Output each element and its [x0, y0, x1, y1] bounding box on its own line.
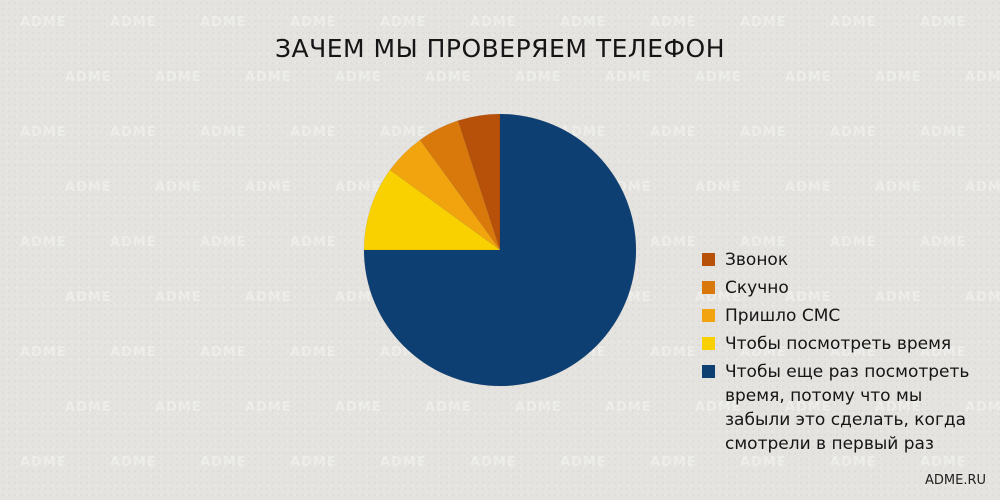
site-credit: ADME.RU — [924, 473, 986, 488]
pie-slice — [389, 139, 501, 251]
legend-swatch — [702, 281, 715, 294]
pie-slice — [457, 113, 501, 251]
legend-item-skuchno: Скучно — [702, 276, 992, 300]
legend-item-time: Чтобы посмотреть время — [702, 332, 992, 356]
legend-swatch — [702, 309, 715, 322]
legend-item-time-again: Чтобы еще раз посмотреть время, потому ч… — [702, 360, 992, 456]
legend-swatch — [702, 337, 715, 350]
legend-label: Чтобы еще раз посмотреть время, потому ч… — [725, 362, 970, 454]
legend-label: Звонок — [725, 250, 789, 270]
legend-swatch — [702, 253, 715, 266]
pie-slice — [363, 113, 637, 387]
legend-label: Чтобы посмотреть время — [725, 334, 952, 354]
chart-title: ЗАЧЕМ МЫ ПРОВЕРЯЕМ ТЕЛЕФОН — [274, 34, 726, 63]
legend-item-sms: Пришло СМС — [702, 304, 992, 328]
pie-chart — [363, 113, 637, 387]
legend-item-zvonok: Звонок — [702, 248, 992, 272]
pie-slice — [363, 169, 501, 251]
legend-swatch — [702, 365, 715, 378]
legend-label: Пришло СМС — [725, 306, 841, 326]
pie-slice — [419, 120, 501, 251]
legend-label: Скучно — [725, 278, 789, 298]
legend: Звонок Скучно Пришло СМС Чтобы посмотрет… — [702, 248, 992, 460]
